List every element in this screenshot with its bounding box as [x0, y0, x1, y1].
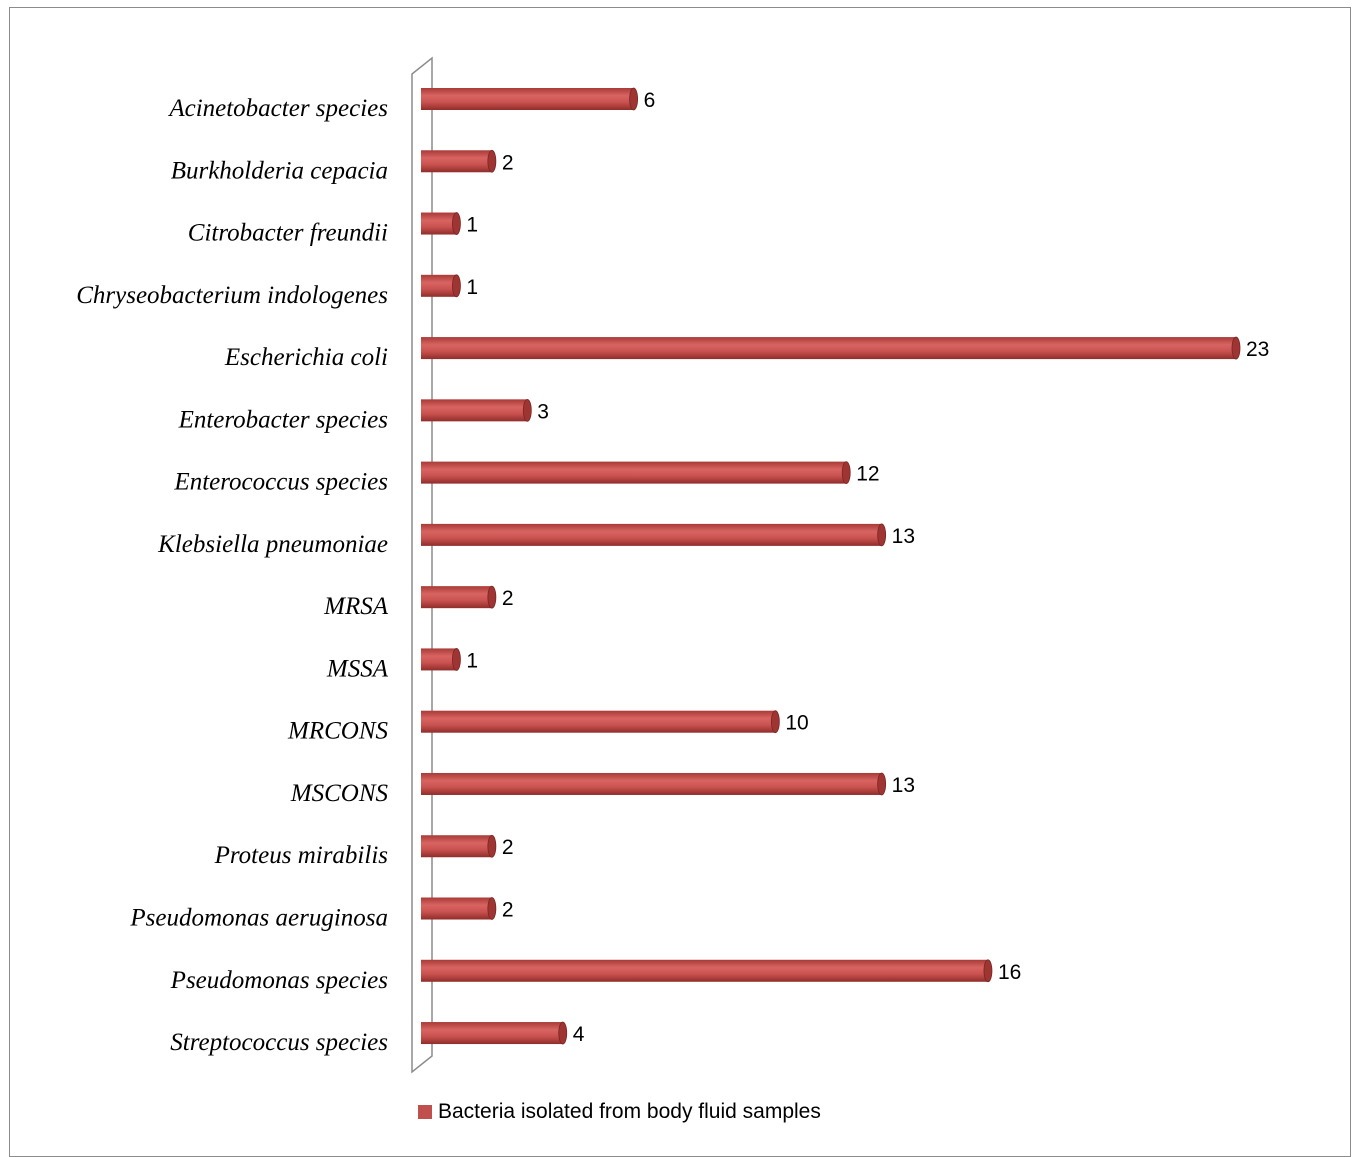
category-label: Acinetobacter species	[167, 95, 388, 122]
bar	[421, 585, 497, 609]
bar-body	[421, 88, 634, 110]
data-label: 2	[502, 836, 514, 859]
bar-cap	[452, 648, 461, 671]
bars-group	[421, 87, 1241, 1045]
bar	[421, 398, 532, 422]
category-label: Enterobacter species	[178, 406, 388, 433]
bar	[421, 461, 851, 485]
data-label: 16	[998, 961, 1021, 984]
bar-cap	[983, 959, 993, 983]
data-label: 23	[1246, 338, 1269, 361]
data-label: 2	[502, 151, 514, 174]
legend: Bacteria isolated from body fluid sample…	[418, 1098, 821, 1126]
data-label: 1	[466, 276, 478, 299]
bar-body	[421, 212, 457, 235]
category-label: Enterococcus species	[173, 469, 388, 496]
bar-cap	[487, 585, 497, 609]
bar-body	[421, 648, 457, 671]
data-label: 2	[502, 587, 514, 610]
bar-cap	[770, 710, 780, 734]
category-labels: Acinetobacter species Burkholderia cepaci…	[76, 95, 388, 1056]
data-label: 12	[856, 463, 879, 486]
category-label: MRSA	[323, 593, 389, 620]
bar-body	[421, 337, 1236, 360]
data-label: 3	[537, 400, 549, 423]
category-label: MSCONS	[290, 780, 389, 807]
category-label: Burkholderia cepacia	[171, 157, 388, 184]
category-label: Proteus mirabilis	[214, 842, 388, 869]
category-label: MRCONS	[287, 718, 389, 745]
bar-cap	[487, 149, 497, 173]
value-axis-wall	[411, 56, 433, 1074]
bar-body	[421, 835, 492, 858]
bar-cap	[487, 897, 497, 920]
bar-cap	[487, 834, 497, 858]
bar-body	[421, 274, 457, 297]
value-labels: 6 2 1 1 23 3 12 13 2 1 10 13 2 2 16 4	[466, 89, 1269, 1046]
category-label: Citrobacter freundii	[188, 220, 388, 247]
category-label: Pseudomonas species	[170, 967, 388, 994]
bar-cap	[522, 398, 532, 422]
bar-body	[421, 1022, 563, 1045]
category-label: Escherichia coli	[224, 344, 388, 371]
category-label: Streptococcus species	[170, 1029, 388, 1056]
category-label: Klebsiella pneumoniae	[157, 531, 388, 558]
bar-cap	[877, 772, 887, 796]
bar	[421, 212, 461, 235]
bar	[421, 1021, 568, 1045]
category-label: Chryseobacterium indologenes	[76, 282, 388, 309]
bar	[421, 648, 461, 671]
bar-cap	[1231, 336, 1241, 360]
bar	[421, 710, 780, 734]
bar-cap	[452, 274, 461, 298]
category-label: MSSA	[326, 655, 389, 682]
bar	[421, 834, 497, 858]
data-label: 10	[785, 712, 808, 735]
data-label: 13	[892, 525, 915, 548]
data-label: 6	[644, 89, 656, 112]
bar-body	[421, 461, 847, 484]
data-label: 13	[892, 774, 915, 797]
bar-body	[421, 150, 492, 173]
bar-body	[421, 710, 776, 733]
bar-body	[421, 772, 882, 795]
bar-body	[421, 959, 988, 982]
bar	[421, 149, 497, 173]
bar	[421, 772, 887, 796]
bar	[421, 87, 639, 111]
bar-cap	[877, 523, 887, 547]
bar	[421, 274, 461, 298]
bar-cap	[629, 87, 639, 111]
data-label: 1	[466, 649, 478, 672]
bar-body	[421, 399, 528, 422]
bar-body	[421, 523, 882, 546]
bar-body	[421, 897, 492, 920]
bar	[421, 959, 993, 983]
bar-cap	[558, 1021, 568, 1045]
bar-body	[421, 586, 492, 609]
bar	[421, 897, 497, 920]
bar	[421, 523, 887, 547]
data-label: 4	[573, 1023, 585, 1046]
data-label: 1	[466, 214, 478, 237]
data-label: 2	[502, 899, 514, 922]
legend-swatch	[418, 1105, 432, 1119]
legend-label: Bacteria isolated from body fluid sample…	[438, 1100, 821, 1123]
bar	[421, 336, 1241, 360]
bar-cap	[841, 461, 851, 485]
bar-cap	[452, 212, 461, 235]
category-label: Pseudomonas aeruginosa	[129, 905, 388, 932]
